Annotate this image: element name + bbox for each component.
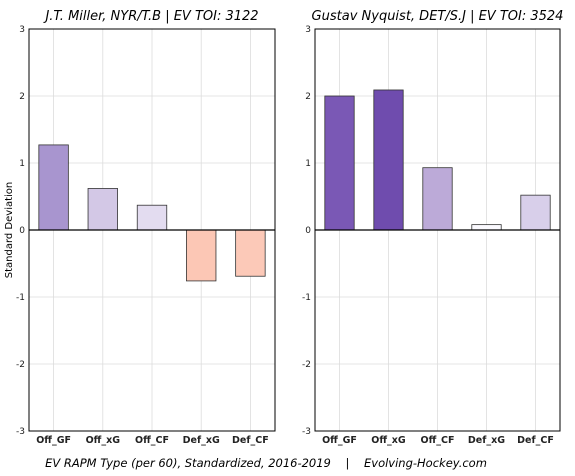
bar-def-cf (235, 229, 266, 277)
y-tick-label: -1 (16, 293, 25, 303)
bar-off-gf (324, 95, 355, 231)
y-tick-label: 1 (305, 159, 311, 169)
y-tick-label: -2 (302, 360, 311, 370)
x-tick-label: Def_CF (232, 435, 269, 446)
panel-title: Gustav Nyquist, DET/S.J | EV TOI: 3524 (312, 9, 564, 24)
bar-def-cf (520, 194, 551, 231)
y-tick-label: 3 (305, 25, 311, 35)
x-tick-label: Off_GF (322, 435, 357, 446)
x-tick-label: Off_xG (371, 435, 406, 446)
x-tick-label: Off_xG (86, 435, 121, 446)
bar-def-xg (186, 229, 217, 282)
chart-panel-1: -3 -2 -1 0 1 2 3 Off_GF Off_xG Off_CF Def_xG Def_CF… (16, 9, 276, 446)
x-tick-label: Off_CF (135, 435, 169, 446)
chart-panel-2: -3 -2 -1 0 1 2 3 Off_GF Off_xG Off_CF Def_xG Def_CF… (302, 9, 563, 446)
y-tick-label: -1 (302, 293, 311, 303)
y-tick-label: 0 (305, 226, 311, 236)
bar-off-xg (87, 188, 118, 231)
y-tick-label: 2 (305, 92, 311, 102)
bar-off-cf (136, 204, 168, 231)
x-tick-label: Def_xG (468, 435, 505, 446)
panel-title: J.T. Miller, NYR/T.B | EV TOI: 3122 (42, 9, 258, 24)
footer-caption: EV RAPM Type (per 60), Standardized, 201… (45, 456, 487, 470)
x-tick-label: Off_GF (36, 435, 71, 446)
y-tick-label: 3 (19, 25, 25, 35)
y-tick-label: -3 (302, 427, 311, 437)
y-tick-label: -2 (16, 360, 25, 370)
plot-frame (314, 28, 561, 432)
x-tick-label: Off_CF (421, 435, 455, 446)
y-tick-label: 2 (19, 92, 25, 102)
chart-panels: -3 -2 -1 0 1 2 3 Off_GF Off_xG Off_CF Def_xG Def_CF… (16, 9, 563, 446)
bar-off-gf (38, 144, 69, 231)
y-tick-label: 1 (19, 159, 25, 169)
plot-frame (28, 28, 276, 432)
bar-off-xg (373, 89, 404, 231)
bar-def-xg (471, 224, 502, 231)
y-tick-label: -3 (16, 427, 25, 437)
y-axis-label: Standard Deviation (4, 182, 15, 279)
x-tick-label: Def_CF (517, 435, 554, 446)
y-tick-label: 0 (19, 226, 25, 236)
bar-off-cf (422, 167, 453, 231)
x-tick-label: Def_xG (183, 435, 220, 446)
